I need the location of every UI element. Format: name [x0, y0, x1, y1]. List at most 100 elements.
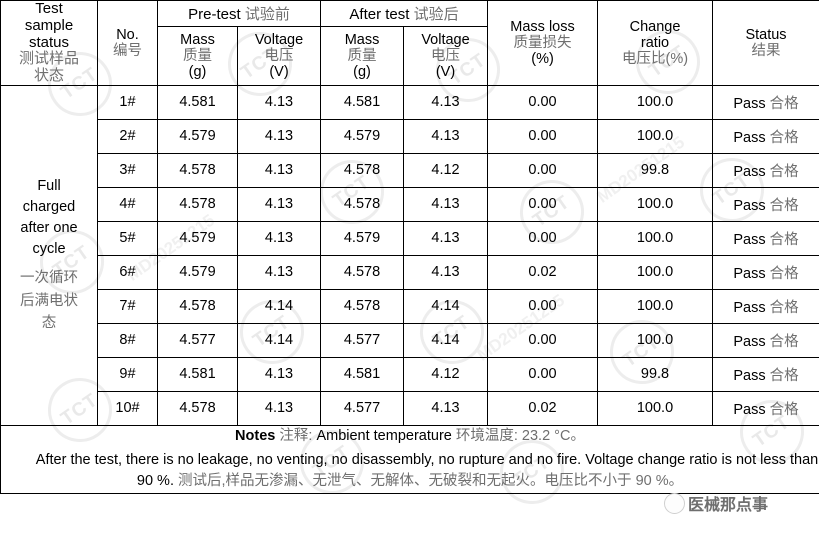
table-row: 10# 4.578 4.13 4.577 4.13 0.02 100.0 Pas…	[1, 390, 819, 426]
cell-pre-voltage: 4.14	[236, 322, 322, 358]
cell-post-voltage: 4.14	[403, 288, 489, 324]
cell-post-mass: 4.578	[320, 152, 405, 188]
cell-change-ratio: 100.0	[597, 390, 714, 426]
cell-pre-voltage: 4.14	[236, 288, 322, 324]
cell-pre-voltage: 4.13	[236, 118, 322, 154]
header-change-ratio: Change ratio 电压比(%)	[597, 0, 714, 86]
cell-status: Pass 合格	[712, 220, 819, 256]
cell-no: 2#	[97, 118, 158, 154]
cell-post-voltage: 4.12	[403, 152, 489, 188]
cell-post-mass: 4.581	[320, 84, 405, 120]
cell-mass-loss: 0.00	[487, 356, 599, 392]
cell-pre-mass: 4.579	[157, 254, 238, 290]
cell-no: 8#	[97, 322, 158, 358]
notes-label-en: Notes	[235, 427, 276, 444]
header-status: Status 结果	[712, 0, 819, 86]
header-unit: (V)	[435, 64, 456, 81]
cell-pre-mass: 4.581	[157, 356, 238, 392]
cell-status: Pass 合格	[712, 186, 819, 222]
cell-no: 1#	[97, 84, 158, 120]
header-unit: (g)	[353, 64, 371, 81]
table-row: 5# 4.579 4.13 4.579 4.13 0.00 100.0 Pass…	[1, 220, 819, 256]
header-test-sample-status: Test sample status 测试样品 状态	[0, 0, 98, 86]
cell-pre-mass: 4.579	[157, 220, 238, 256]
cell-pre-mass: 4.581	[157, 84, 238, 120]
header-unit: (g)	[188, 64, 207, 81]
cell-post-voltage: 4.13	[403, 254, 489, 290]
notes-body-cn: 测试后,样品无渗漏、无泄气、无解体、无破裂和无起火。电压比不小于 90 %。	[178, 473, 684, 490]
header-cn-line: 质量损失	[513, 34, 572, 51]
header-en-line: Voltage	[421, 31, 470, 48]
cell-mass-loss: 0.00	[487, 220, 599, 256]
header-post-mass: Mass 质量 (g)	[320, 26, 405, 86]
table-row: 3# 4.578 4.13 4.578 4.12 0.00 99.8 Pass …	[1, 152, 819, 188]
header-en-line: No.	[116, 26, 139, 43]
cell-pre-mass: 4.578	[157, 186, 238, 222]
header-en-line: status	[28, 33, 70, 51]
cell-change-ratio: 100.0	[597, 322, 714, 358]
header-cn-line: 测试样品	[18, 50, 79, 68]
header-cn-line: 编号	[113, 42, 142, 59]
cell-post-voltage: 4.13	[403, 186, 489, 222]
table-row: Full charged after one cycle 一次循环 后满电状 态…	[0, 84, 819, 426]
notes-body-en: After the test, there is no leakage, no …	[35, 451, 819, 490]
cell-post-voltage: 4.14	[403, 322, 489, 358]
test-results-table: Test sample status 测试样品 状态 No. 编号 Pre-te…	[0, 0, 819, 495]
cell-pre-voltage: 4.13	[236, 152, 322, 188]
header-unit: (V)	[269, 64, 289, 81]
header-group-after-test: After test 试验后	[320, 0, 489, 28]
cell-post-voltage: 4.12	[403, 356, 489, 392]
header-cn-line: 电压	[264, 47, 294, 64]
cell-post-voltage: 4.13	[403, 118, 489, 154]
cell-status: Pass 合格	[712, 288, 819, 324]
table-body: Full charged after one cycle 一次循环 后满电状 态…	[0, 84, 819, 495]
notes-cell: Notes 注释: Ambient temperature 环境温度: 23.2…	[0, 424, 819, 495]
cell-pre-mass: 4.578	[157, 152, 238, 188]
group-label-cn: 一次循环 后满电状 态	[20, 270, 78, 332]
table-row: 2# 4.579 4.13 4.579 4.13 0.00 100.0 Pass…	[1, 118, 819, 154]
cell-no: 4#	[97, 186, 158, 222]
header-post-voltage: Voltage 电压 (V)	[403, 26, 489, 86]
table-header-row-1: Test sample status 测试样品 状态 No. 编号 Pre-te…	[0, 0, 819, 86]
cell-pre-voltage: 4.13	[236, 220, 322, 256]
header-en-line: Mass loss	[510, 18, 575, 35]
header-cn-line: 试验后	[413, 6, 459, 24]
cell-no: 7#	[97, 288, 158, 324]
header-cn-line: 电压比(%)	[621, 51, 689, 68]
cell-pre-voltage: 4.13	[236, 254, 322, 290]
cell-pre-voltage: 4.13	[236, 390, 322, 426]
notes-line-1: Notes 注释: Ambient temperature 环境温度: 23.2…	[1, 426, 819, 448]
table-row: 8# 4.577 4.14 4.577 4.14 0.00 100.0 Pass…	[1, 322, 819, 358]
cell-post-voltage: 4.13	[403, 390, 489, 426]
table-row: 9# 4.581 4.13 4.581 4.12 0.00 99.8 Pass …	[1, 356, 819, 392]
header-en-line: Mass	[180, 31, 215, 48]
cell-status: Pass 合格	[712, 254, 819, 290]
header-en-line: Test	[35, 0, 63, 17]
header-en-line: Voltage	[254, 31, 304, 48]
row-group-label-full-charged: Full charged after one cycle 一次循环 后满电状 态	[0, 84, 98, 426]
notes-line-2: After the test, there is no leakage, no …	[1, 450, 819, 494]
header-cn-line: 试验前	[244, 6, 290, 24]
cell-status: Pass 合格	[712, 390, 819, 426]
cell-mass-loss: 0.00	[487, 84, 599, 120]
header-en-line: sample	[24, 16, 74, 34]
header-en-line: After test	[349, 6, 410, 24]
cell-status: Pass 合格	[712, 84, 819, 120]
cell-post-mass: 4.577	[320, 322, 405, 358]
cell-mass-loss: 0.00	[487, 288, 599, 324]
cell-no: 10#	[97, 390, 158, 426]
cell-change-ratio: 100.0	[597, 254, 714, 290]
cell-pre-voltage: 4.13	[236, 186, 322, 222]
cell-post-mass: 4.578	[320, 186, 405, 222]
cell-mass-loss: 0.02	[487, 390, 599, 426]
header-en-line: Status	[745, 26, 787, 43]
cell-pre-mass: 4.579	[157, 118, 238, 154]
cell-pre-voltage: 4.13	[236, 356, 322, 392]
header-cn-line: 电压	[431, 47, 461, 64]
header-group-pre-test: Pre-test 试验前	[156, 0, 322, 28]
cell-change-ratio: 99.8	[597, 356, 714, 392]
header-pre-mass: Mass 质量 (g)	[157, 26, 238, 86]
notes-ambient-en: Ambient temperature	[316, 427, 452, 444]
cell-change-ratio: 100.0	[597, 220, 714, 256]
cell-no: 5#	[97, 220, 158, 256]
